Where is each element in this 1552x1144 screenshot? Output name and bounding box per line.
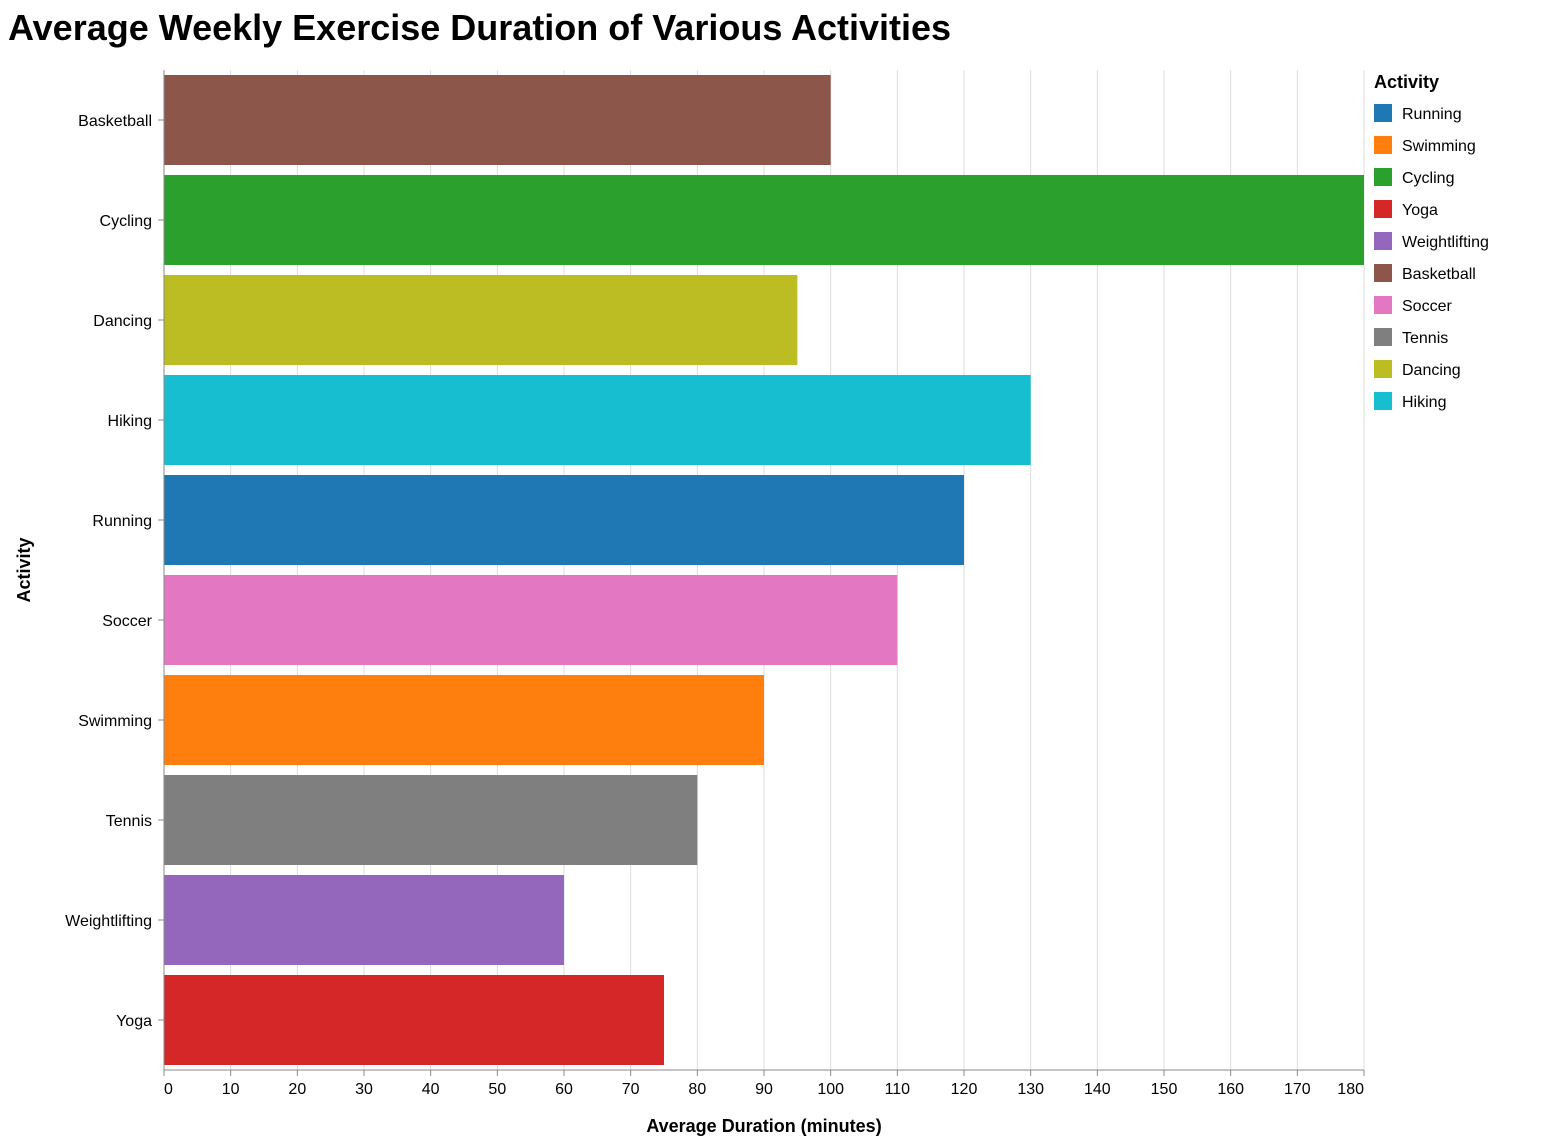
bar-yoga [164,975,664,1065]
x-tick-label: 80 [688,1081,706,1098]
y-tick-label: Yoga [116,1013,152,1030]
bar-weightlifting [164,875,564,965]
x-tick-label: 170 [1284,1081,1311,1098]
y-tick-label: Hiking [108,413,152,430]
x-tick-label: 0 [164,1081,173,1098]
x-tick-label: 150 [1151,1081,1178,1098]
legend-swatch-hiking [1374,392,1392,410]
legend-swatch-tennis [1374,328,1392,346]
legend-swatch-running [1374,104,1392,122]
legend: Activity Running Swimming Cycling Yoga Weigh… [1374,72,1489,411]
x-tick-label: 130 [1017,1081,1044,1098]
y-tick-label: Tennis [106,813,152,830]
legend-label: Yoga [1402,202,1438,219]
bar-tennis [164,775,698,865]
bar-swimming [164,675,764,765]
bar-hiking [164,375,1031,465]
legend-swatch-yoga [1374,200,1392,218]
y-tick-label: Swimming [78,713,152,730]
y-tick-label: Cycling [100,213,152,230]
legend-label: Dancing [1402,362,1461,379]
y-tick-label: Weightlifting [65,913,152,930]
legend-label: Weightlifting [1402,234,1489,251]
legend-label: Tennis [1402,330,1448,347]
legend-label: Soccer [1402,298,1452,315]
x-tick-label: 90 [755,1081,773,1098]
y-axis-title: Activity [14,537,34,602]
bar-dancing [164,275,798,365]
bar-soccer [164,575,898,665]
legend-swatch-swimming [1374,136,1392,154]
y-tick-label: Dancing [93,313,152,330]
y-tick-label: Basketball [78,113,152,130]
legend-label: Swimming [1402,138,1476,155]
legend-label: Cycling [1402,170,1454,187]
x-tick-label: 30 [355,1081,373,1098]
x-tick-label: 120 [951,1081,978,1098]
bar-cycling [164,175,1364,265]
x-tick-label: 180 [1337,1081,1364,1098]
legend-swatch-cycling [1374,168,1392,186]
axes: 0 10 20 30 40 50 60 70 80 90 100 110 120 130 140 150 160… [65,70,1365,1098]
x-tick-label: 100 [817,1081,844,1098]
y-tick-label: Soccer [102,613,152,630]
legend-label: Basketball [1402,266,1476,283]
x-tick-label: 60 [555,1081,573,1098]
legend-swatch-weightlifting [1374,232,1392,250]
legend-label: Hiking [1402,394,1446,411]
legend-swatch-basketball [1374,264,1392,282]
x-tick-label: 140 [1084,1081,1111,1098]
bar-running [164,475,964,565]
x-tick-label: 110 [885,1081,911,1098]
x-tick-label: 70 [622,1081,640,1098]
legend-swatch-soccer [1374,296,1392,314]
legend-swatch-dancing [1374,360,1392,378]
x-tick-label: 40 [422,1081,440,1098]
legend-title: Activity [1374,72,1439,92]
x-tick-label: 10 [222,1081,240,1098]
x-axis-title: Average Duration (minutes) [646,1116,881,1136]
y-tick-label: Running [92,513,152,530]
x-tick-label: 160 [1217,1081,1244,1098]
x-tick-label: 20 [288,1081,306,1098]
legend-label: Running [1402,106,1462,123]
bar-basketball [164,75,831,165]
bars [164,75,1364,1065]
x-tick-label: 50 [488,1081,506,1098]
chart-title: Average Weekly Exercise Duration of Vari… [8,7,951,48]
